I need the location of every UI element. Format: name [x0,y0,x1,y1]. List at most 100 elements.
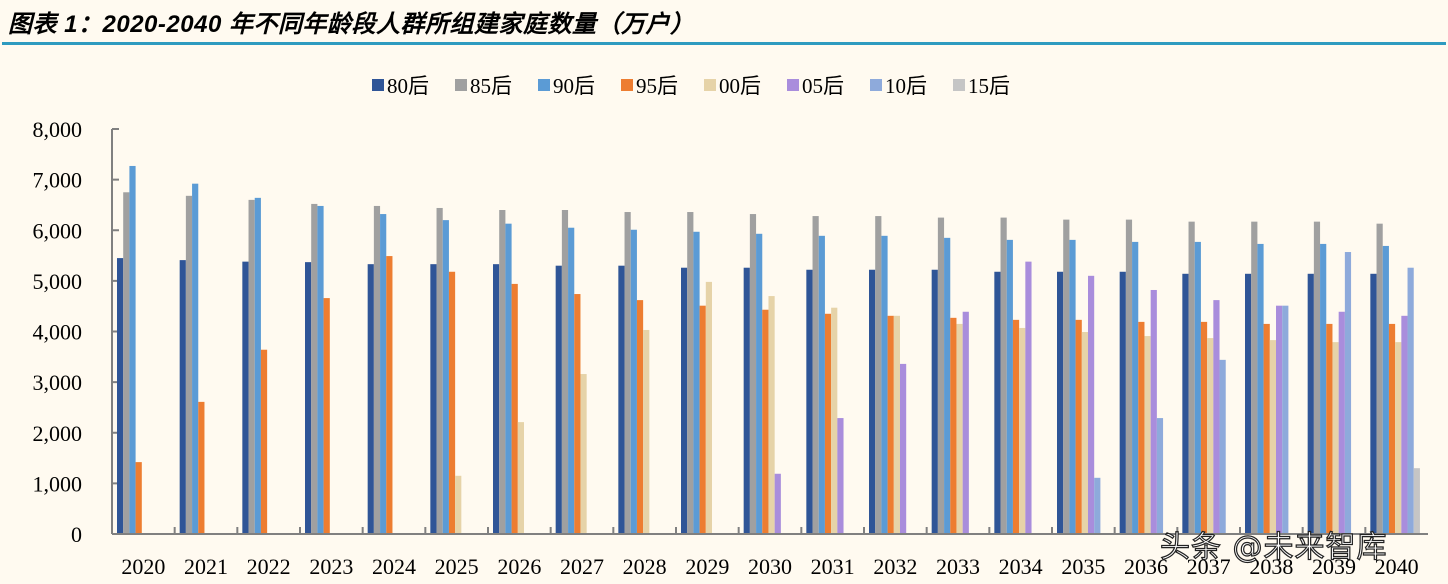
legend-item: 80后 [372,70,429,100]
bar [643,329,650,533]
y-tick-label: 4,000 [33,320,83,345]
legend-swatch-icon [953,79,965,91]
bar [881,235,888,533]
bar [386,256,393,533]
legend-item: 10后 [870,70,927,100]
bar [580,374,587,533]
bar [305,262,312,533]
bar [254,197,261,533]
bar [1156,418,1164,533]
bar [448,271,456,533]
bar [774,473,781,533]
bar [994,271,1001,533]
x-tick-label: 2022 [247,554,291,579]
bar [323,298,330,533]
bar [1413,468,1420,533]
legend-label: 95后 [636,74,678,98]
legend-item: 00后 [704,70,761,100]
bar [1395,342,1402,533]
bar [135,462,142,533]
y-tick-label: 2,000 [33,421,83,446]
bar [430,264,437,533]
bar [1069,239,1076,533]
legend-swatch-icon [621,79,633,91]
y-tick-label: 0 [71,522,82,547]
bar [762,309,769,533]
bar [511,283,518,533]
legend-swatch-icon [787,79,799,91]
bar [436,207,443,533]
bar [1182,273,1189,533]
bar [699,305,706,533]
bar [887,315,894,533]
bar [1401,315,1408,533]
bar [1207,338,1214,533]
bar [1075,319,1082,533]
x-tick-label: 2034 [999,554,1043,579]
bar [1219,359,1226,533]
bar [260,349,268,533]
legend-label: 05后 [802,74,844,98]
legend-swatch-icon [704,79,716,91]
bar [756,233,763,533]
bar [869,269,876,533]
bar [1388,323,1396,533]
y-tick-label: 5,000 [33,269,83,294]
bar [117,258,124,533]
bar [1320,243,1327,533]
bar [1088,275,1095,533]
bar [1382,245,1389,533]
bar [900,363,907,533]
x-tick-label: 2021 [184,554,228,579]
x-tick-label: 2036 [1124,554,1168,579]
x-tick-label: 2028 [623,554,667,579]
x-tick-label: 2040 [1375,554,1419,579]
legend-item: 90后 [538,70,595,100]
bar [242,261,249,533]
bar [129,165,136,534]
bar [812,216,819,533]
bar [956,323,963,533]
bar [618,265,625,533]
bar [1057,271,1064,533]
legend-item: 95后 [621,70,678,100]
chart-title: 图表 1：2020-2040 年不同年龄段人群所组建家庭数量（万户） [8,11,695,38]
legend-label: 10后 [885,74,927,98]
bar [198,401,205,533]
bar [1125,219,1133,533]
legend-label: 85后 [470,74,512,98]
x-tick-label: 2039 [1312,554,1356,579]
bar [561,210,569,533]
bar [875,216,882,533]
bar [442,220,449,533]
x-tick-label: 2035 [1061,554,1105,579]
x-tick-label: 2029 [685,554,729,579]
bar [1000,217,1007,533]
legend-swatch-icon [372,79,384,91]
bar [185,195,193,533]
bar [1269,340,1276,533]
legend-label: 15后 [968,74,1010,98]
bar [681,267,688,533]
bar [517,422,524,533]
bar [768,296,775,533]
x-tick-label: 2026 [497,554,541,579]
bar [1344,252,1352,534]
bar [1094,477,1101,533]
bar [311,203,318,534]
bar [1251,221,1258,534]
bar [1263,323,1270,533]
bar [636,300,644,533]
bar [962,311,969,533]
bar [1144,336,1151,533]
bar [937,217,945,533]
bar [192,183,199,534]
bar [837,418,844,533]
y-tick-label: 6,000 [33,218,83,243]
bar [499,210,506,533]
bar [1213,300,1220,533]
legend-swatch-icon [538,79,550,91]
bar [1245,273,1252,533]
bar [818,235,825,533]
bar [693,231,700,534]
